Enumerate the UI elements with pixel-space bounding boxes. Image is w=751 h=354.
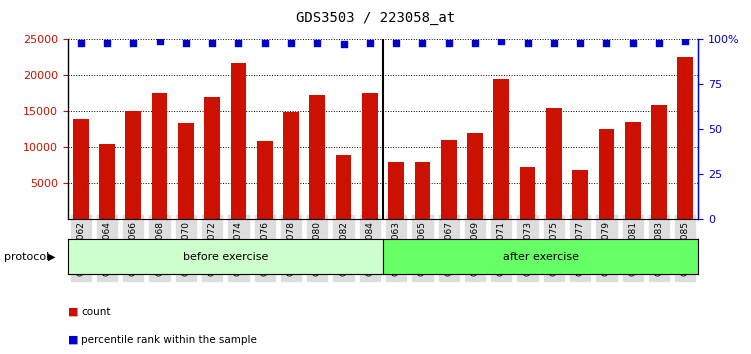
Point [338, 41, 350, 47]
Bar [467, 133, 483, 219]
Point [258, 40, 271, 45]
Text: ■: ■ [68, 307, 78, 316]
Bar [625, 122, 641, 219]
Point [364, 40, 376, 45]
Point [75, 40, 87, 45]
Bar [99, 144, 115, 219]
Bar [599, 129, 614, 219]
Bar [336, 155, 351, 219]
Bar [388, 162, 404, 219]
Bar [520, 167, 535, 219]
Bar [73, 119, 89, 219]
Point [548, 40, 560, 45]
Text: percentile rank within the sample: percentile rank within the sample [81, 335, 257, 345]
Text: count: count [81, 307, 110, 316]
Bar [283, 112, 299, 219]
Point [101, 40, 113, 45]
Point [496, 38, 508, 44]
Bar [415, 162, 430, 219]
Text: protocol: protocol [4, 252, 49, 262]
Point [206, 40, 219, 45]
Point [285, 40, 297, 45]
Text: before exercise: before exercise [182, 252, 268, 262]
Point [416, 40, 428, 45]
Bar [178, 124, 194, 219]
Point [128, 40, 140, 45]
Bar [125, 111, 141, 219]
Point [575, 40, 587, 45]
Point [312, 40, 324, 45]
Bar [493, 79, 509, 219]
Bar [441, 140, 457, 219]
Point [154, 38, 166, 44]
Point [679, 38, 691, 44]
Bar [309, 95, 325, 219]
Bar [204, 97, 220, 219]
Bar [362, 93, 378, 219]
Point [180, 40, 192, 45]
Point [391, 40, 403, 45]
Point [601, 40, 613, 45]
Point [443, 40, 455, 45]
Bar [651, 105, 667, 219]
Point [469, 40, 481, 45]
Text: GDS3503 / 223058_at: GDS3503 / 223058_at [296, 11, 455, 25]
Bar [677, 57, 693, 219]
Bar [546, 108, 562, 219]
Point [653, 40, 665, 45]
Point [626, 40, 638, 45]
Text: ▶: ▶ [48, 252, 56, 262]
Text: after exercise: after exercise [502, 252, 579, 262]
Point [233, 40, 245, 45]
Text: ■: ■ [68, 335, 78, 345]
Point [521, 40, 533, 45]
Bar [231, 63, 246, 219]
Bar [572, 170, 588, 219]
Bar [257, 141, 273, 219]
Bar [152, 93, 167, 219]
